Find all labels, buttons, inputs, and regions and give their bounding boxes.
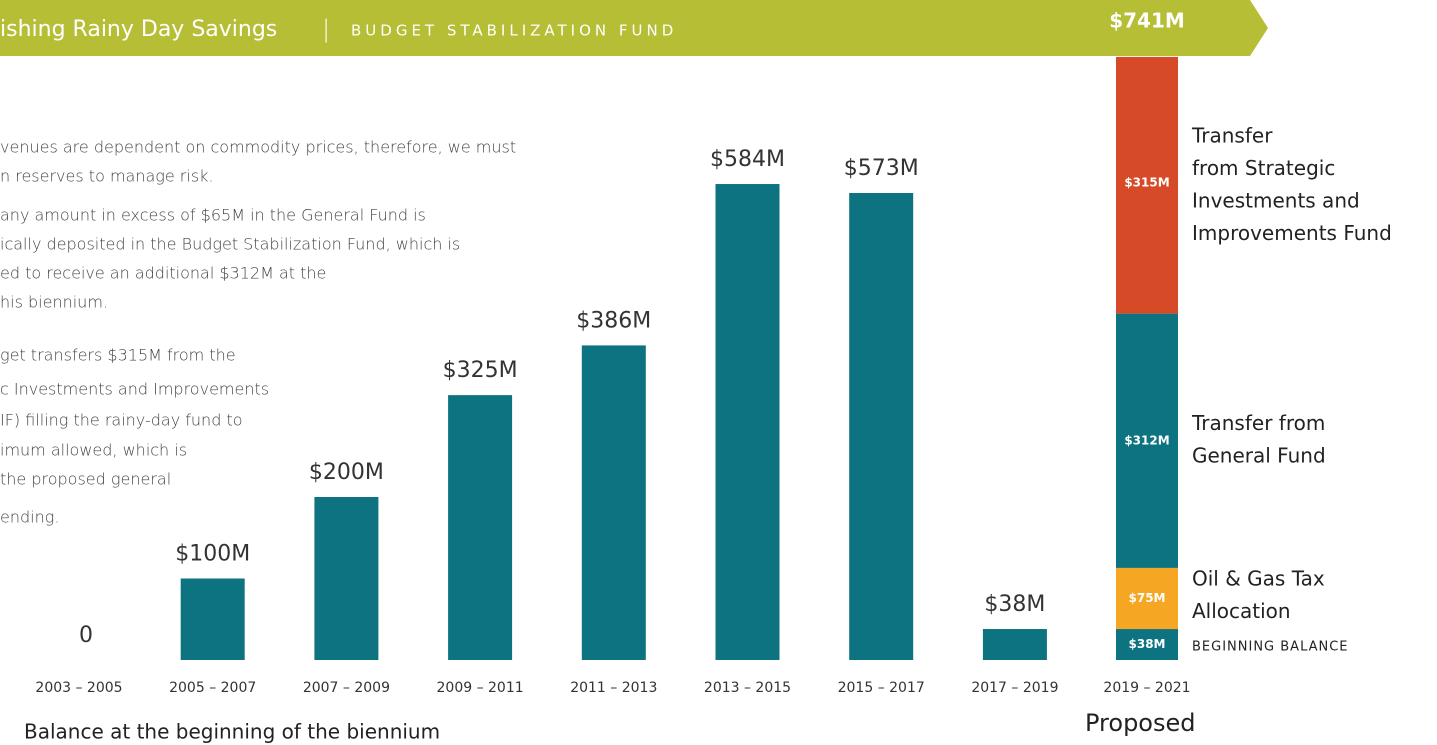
x-tick-label: 2007 – 2009 [303,680,390,696]
x-tick-label: 2013 – 2015 [704,680,791,696]
value-label: $386M [576,308,651,333]
segment-name: Transfer [1191,124,1273,148]
chart-title: ishing Rainy Day Savings [0,17,277,42]
segment-value-label: $38M [1129,637,1166,651]
segment-name: Allocation [1192,599,1291,623]
total-label: $741M [1109,9,1185,33]
note-line: imum allowed, which is [0,441,187,460]
note-line: IF) filling the rainy-day fund to [0,411,243,430]
value-label: $573M [844,156,919,181]
stack-segment [1116,629,1178,660]
bar [849,193,914,660]
segment-name: Investments and [1192,189,1360,213]
x-tick-label: 2015 – 2017 [838,680,925,696]
stack-segment [1116,56,1178,314]
bar [448,395,513,660]
proposed-label: Proposed [1085,709,1196,737]
segment-name: General Fund [1192,444,1326,468]
bar [180,578,245,660]
x-tick-label: 2003 – 2005 [35,680,122,696]
segment-name: Transfer from [1191,411,1325,435]
note-line: get transfers $315M from the [0,346,236,365]
value-label: $38M [984,592,1045,617]
bar [982,629,1047,660]
x-tick-label: 2019 – 2021 [1103,680,1190,696]
segment-value-label: $75M [1129,591,1166,605]
chart-subtitle: BUDGET STABILIZATION FUND [351,22,677,40]
x-tick-label: 2011 – 2013 [570,680,657,696]
note-line: the proposed general [0,470,171,489]
value-label: 0 [79,623,93,648]
segment-value-label: $312M [1124,433,1169,447]
note-line: venues are dependent on commodity prices… [0,138,516,157]
note-line: ically deposited in the Budget Stabiliza… [0,235,460,254]
bar [314,497,379,660]
note-line: ending. [0,508,59,527]
stack-segment [1116,313,1178,568]
segment-name: Oil & Gas Tax [1192,567,1325,591]
value-label: $584M [710,147,785,172]
note-line: ed to receive an additional $312M at the [0,264,326,283]
note-line: n reserves to manage risk. [0,167,214,186]
segment-name: from Strategic [1192,156,1335,180]
segment-name: Improvements Fund [1192,221,1392,245]
separator: | [322,15,330,43]
segment-value-label: $315M [1124,176,1169,190]
note-line: his biennium. [0,293,108,312]
x-tick-label: 2017 – 2019 [971,680,1058,696]
x-tick-label: 2005 – 2007 [169,680,256,696]
banner [0,0,1268,56]
bar [715,184,780,661]
note-line: any amount in excess of $65M in the Gene… [0,206,426,225]
value-label: $200M [309,460,384,485]
x-tick-label: 2009 – 2011 [437,680,524,696]
x-axis-label: Balance at the beginning of the biennium [24,720,440,744]
stack-segment [1116,567,1178,630]
segment-name: BEGINNING BALANCE [1192,640,1349,655]
value-label: $100M [175,542,250,567]
value-label: $325M [443,358,518,383]
note-line: c Investments and Improvements [0,380,269,399]
bar [581,345,646,660]
